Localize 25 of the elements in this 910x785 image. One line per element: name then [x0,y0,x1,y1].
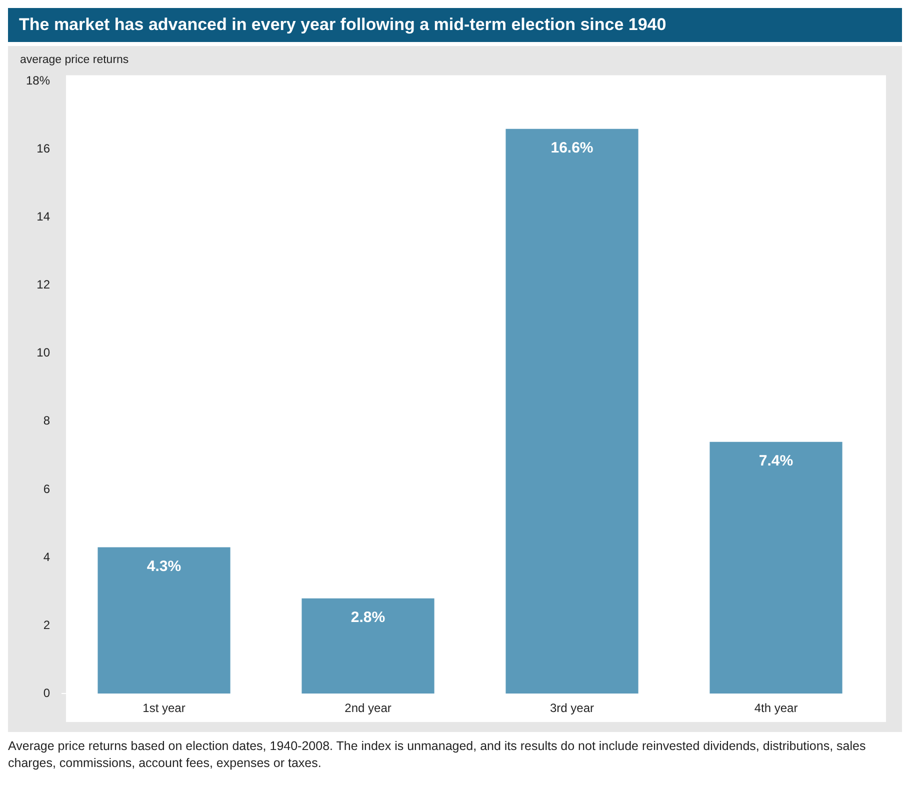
y-tick-label: 16 [36,142,50,156]
bar [506,128,638,694]
bar [98,547,230,694]
y-tick-label: 0 [43,686,50,700]
x-tick-label: 4th year [754,701,798,716]
data-label: 4.3% [146,558,182,575]
data-label: 7.4% [758,452,794,470]
y-axis-title: average price returns [20,54,130,66]
y-tick-label: 10 [36,346,50,360]
bar [302,598,434,694]
data-label: 16.6% [550,139,594,156]
y-tick-label: 8 [43,414,50,428]
x-tick-label: 1st year [142,701,186,716]
y-tick-label: 4 [43,550,50,564]
text: Average price returns based on election dates, 1940-2008. The index is unmanaged, and its results do not include reinvested dividends, distributions, sales charges, commissions, account fees, expenses or taxes. [8,738,867,772]
data-label: 2.8% [350,608,386,626]
y-tick-label: 18% [26,74,50,88]
chart-title: The market has advanced in every year following a mid-term election since 1940 [8,8,902,42]
y-tick-label: 12 [36,278,50,292]
x-tick-label: 3rd year [550,701,594,716]
y-tick-label: 2 [43,618,50,632]
y-tick-label: 6 [43,482,50,496]
x-tick-label: 2nd year [344,701,392,716]
y-tick-label: 14 [36,210,50,224]
bar [710,442,842,694]
